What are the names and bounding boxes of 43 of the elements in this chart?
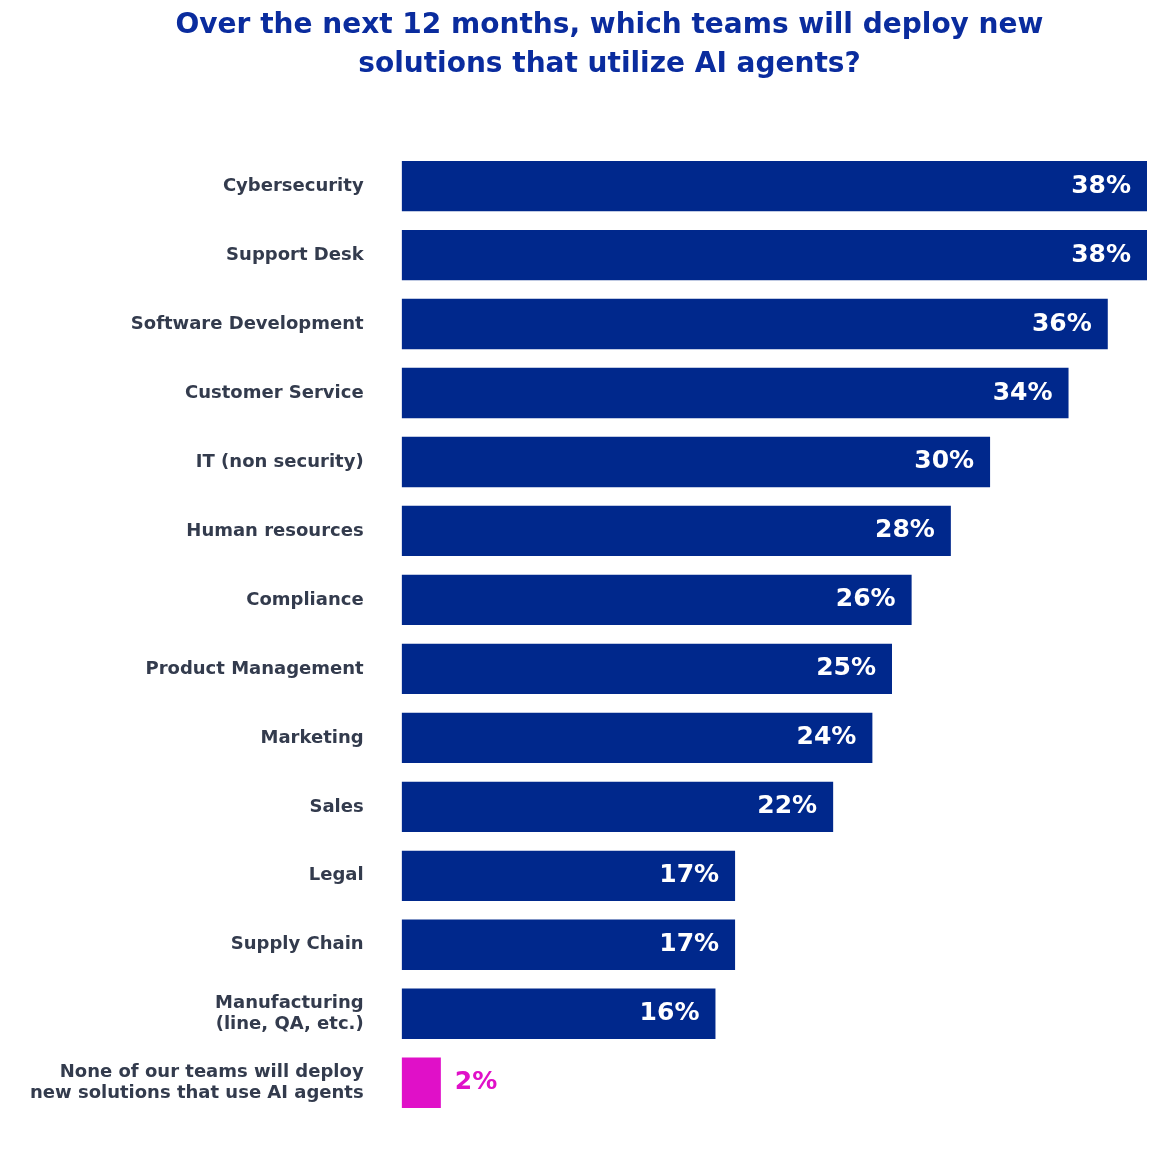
bar [401, 229, 1147, 281]
y-tick-label: Product Management [145, 656, 365, 678]
data-label: 17% [659, 928, 720, 958]
y-tick-label: Human resources [186, 518, 364, 540]
bar [401, 505, 951, 557]
bar [401, 781, 834, 832]
bar [401, 919, 736, 970]
bar [401, 298, 1108, 350]
data-label: 22% [757, 790, 818, 820]
y-tick-label: None of our teams will deploy new solutions that use AI agents [30, 1059, 364, 1103]
y-tick-label: Legal [308, 863, 364, 885]
data-label: 25% [816, 652, 876, 682]
data-label: 24% [796, 721, 857, 751]
data-label: 17% [659, 859, 720, 889]
y-tick-label: Customer Service [184, 380, 364, 402]
y-tick-label: Manufacturing (line, QA, etc.) [215, 990, 364, 1034]
data-label: 2% [454, 1066, 498, 1096]
data-label: 34% [992, 376, 1053, 406]
data-label: 38% [1071, 169, 1131, 199]
bar [401, 574, 912, 626]
chart-title: Over the next 12 months, which teams will deploy new solutions that utilize AI agents? [174, 6, 1045, 81]
y-tick-label: Supply Chain [230, 932, 364, 954]
y-tick-label: Sales [309, 794, 364, 816]
bar [401, 1057, 441, 1108]
y-tick-label: Software Development [130, 311, 365, 333]
y-tick-label: Cybersecurity [222, 173, 364, 195]
data-label: 36% [1031, 307, 1092, 337]
bar [401, 160, 1147, 212]
y-tick-label: Support Desk [226, 242, 365, 264]
data-label: 38% [1071, 238, 1131, 268]
y-tick-label: IT (non security) [195, 449, 364, 471]
bar [401, 988, 716, 1039]
bar [401, 850, 736, 901]
y-tick-label: Compliance [246, 587, 364, 609]
bar [401, 367, 1069, 419]
data-label: 28% [875, 514, 935, 544]
y-tick-label: Marketing [260, 725, 364, 747]
bar [401, 712, 873, 764]
bar [401, 643, 892, 695]
data-label: 16% [639, 997, 700, 1027]
bar [401, 436, 991, 488]
data-label: 30% [914, 445, 975, 475]
data-label: 26% [835, 583, 896, 613]
